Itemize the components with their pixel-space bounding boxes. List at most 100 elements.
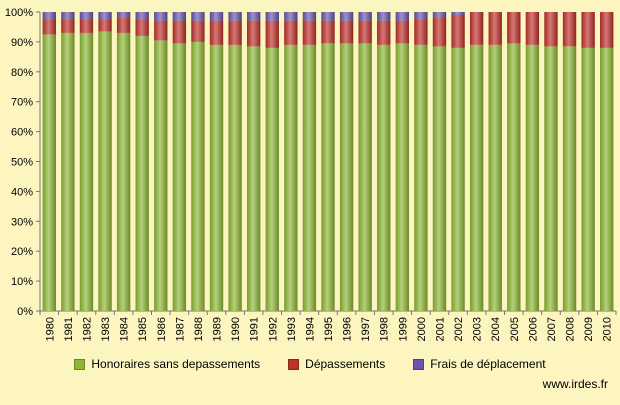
y-tick-label: 70% <box>11 97 33 109</box>
legend-label-frais: Frais de déplacement <box>430 357 546 371</box>
bar-segment <box>339 12 354 21</box>
bar-segment <box>42 19 56 35</box>
bar-segment <box>488 12 502 45</box>
legend-swatch-honoraires <box>74 358 86 370</box>
bar-segment <box>98 12 112 20</box>
bar-segment <box>154 40 168 311</box>
bar-segment <box>228 12 242 21</box>
bar-segment <box>414 12 428 20</box>
bar-segment <box>284 44 298 311</box>
bar-segment <box>209 12 224 21</box>
x-tick-label: 2000 <box>416 317 428 341</box>
bar-segment <box>228 20 242 45</box>
bar-segment <box>600 12 614 48</box>
bar-segment <box>339 43 354 312</box>
bar-segment <box>154 12 168 21</box>
bar-segment <box>395 20 410 44</box>
bar-segment <box>432 12 447 18</box>
bar-segment <box>395 43 410 312</box>
bar-segment <box>600 47 614 311</box>
bar-segment <box>116 12 131 18</box>
bar-segment <box>544 46 558 311</box>
y-tick-label: 0% <box>17 306 33 318</box>
source-text: www.irdes.fr <box>542 377 608 391</box>
bar-segment <box>451 14 465 48</box>
x-tick-label: 1981 <box>63 317 75 341</box>
y-tick-label: 80% <box>11 67 33 79</box>
x-tick-label: 2004 <box>490 317 502 341</box>
bar-segment <box>135 12 149 20</box>
bar-segment <box>265 47 279 311</box>
y-tick-label: 60% <box>11 127 33 139</box>
bar-segment <box>116 32 131 312</box>
x-tick-label: 1980 <box>44 317 56 341</box>
x-tick-label: 1999 <box>397 317 409 341</box>
bar-segment <box>246 20 261 47</box>
bar-segment <box>284 12 298 21</box>
bar-segment <box>61 32 75 312</box>
bar-segment <box>302 44 317 311</box>
bar-segment <box>451 47 465 311</box>
x-tick-label: 1982 <box>81 317 93 341</box>
bar-segment <box>432 46 447 311</box>
bar-segment <box>358 43 372 312</box>
bar-segment <box>469 12 484 45</box>
bar-segment <box>191 12 205 21</box>
x-tick-label: 1997 <box>360 317 372 341</box>
bar-segment <box>228 44 242 311</box>
bar-segment <box>507 12 521 44</box>
bar-segment <box>581 12 595 48</box>
bar-segment <box>172 12 187 21</box>
bar-segment <box>172 20 187 44</box>
bar-segment <box>98 19 112 32</box>
bar-segment <box>525 12 540 45</box>
x-tick-label: 1986 <box>156 317 168 341</box>
legend-item-depassements: Dépassements <box>288 357 385 371</box>
x-tick-label: 1984 <box>119 317 131 341</box>
bar-segment <box>395 12 410 21</box>
bar-segment <box>377 44 391 311</box>
bar-segment <box>377 20 391 45</box>
bar-segment <box>61 19 75 33</box>
x-tick-label: 1995 <box>323 317 335 341</box>
legend-item-honoraires: Honoraires sans depassements <box>74 357 260 371</box>
x-tick-label: 2002 <box>453 317 465 341</box>
bar-segment <box>562 46 577 311</box>
bar-segment <box>507 43 521 312</box>
bar-segment <box>302 12 317 21</box>
x-tick-label: 1990 <box>230 317 242 341</box>
bar-segment <box>414 44 428 311</box>
x-tick-label: 2003 <box>472 317 484 341</box>
bar-segment <box>209 20 224 45</box>
bar-segment <box>209 44 224 311</box>
bar-segment <box>135 35 149 312</box>
bar-segment <box>116 17 131 33</box>
bar-segment <box>414 19 428 45</box>
x-tick-label: 1992 <box>267 317 279 341</box>
x-tick-label: 2007 <box>546 317 558 341</box>
bar-segment <box>581 47 595 311</box>
x-tick-label: 1998 <box>379 317 391 341</box>
x-tick-label: 1993 <box>286 317 298 341</box>
x-tick-label: 2009 <box>583 317 595 341</box>
bar-segment <box>98 31 112 312</box>
bar-segment <box>358 20 372 44</box>
y-tick-label: 20% <box>11 246 33 258</box>
bar-segment <box>61 12 75 20</box>
x-tick-label: 1989 <box>212 317 224 341</box>
x-tick-label: 1987 <box>174 317 186 341</box>
legend-swatch-frais <box>413 358 425 370</box>
x-tick-label: 2001 <box>434 317 446 341</box>
bar-segment <box>451 12 465 15</box>
x-tick-label: 2005 <box>509 317 521 341</box>
bar-segment <box>525 44 540 311</box>
bar-segment <box>265 20 279 48</box>
bar-segment <box>246 12 261 21</box>
legend-item-frais: Frais de déplacement <box>413 357 546 371</box>
bar-segment <box>172 43 187 312</box>
bar-segment <box>191 20 205 42</box>
bar-segment <box>544 12 558 47</box>
x-tick-label: 1991 <box>249 317 261 341</box>
y-tick-label: 30% <box>11 216 33 228</box>
